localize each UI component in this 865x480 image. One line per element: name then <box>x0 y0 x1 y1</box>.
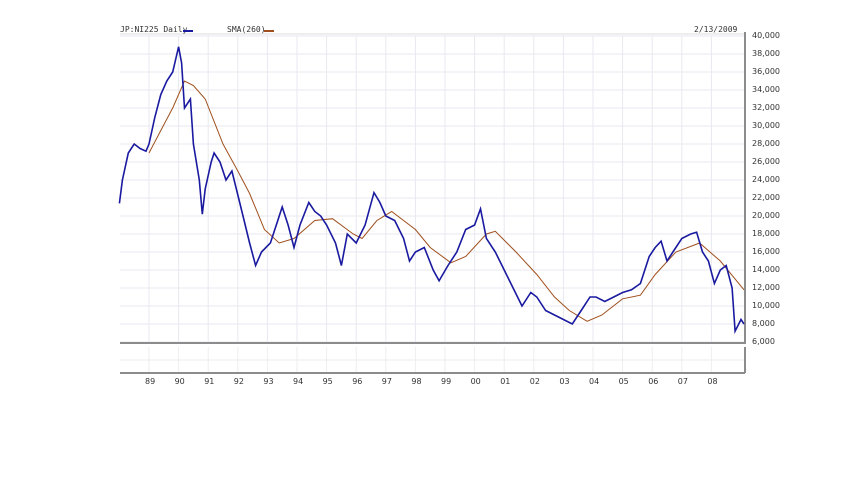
x-tick-label: 01 <box>500 377 511 386</box>
y-tick-label: 12,000 <box>752 283 780 292</box>
x-tick-label: 90 <box>174 377 185 386</box>
x-tick-label: 05 <box>618 377 629 386</box>
y-tick-label: 38,000 <box>752 49 780 58</box>
y-tick-label: 32,000 <box>752 103 780 112</box>
price-series-line <box>118 46 745 335</box>
grid-lines <box>120 35 744 373</box>
y-tick-label: 8,000 <box>752 319 775 328</box>
sma-label: SMA(260) <box>227 25 266 34</box>
x-tick-label: 89 <box>145 377 156 386</box>
sma-legend-swatch <box>264 30 274 32</box>
x-tick-label: 91 <box>204 377 215 386</box>
chart-frame <box>120 32 746 374</box>
y-tick-label: 14,000 <box>752 265 780 274</box>
x-tick-label: 04 <box>589 377 600 386</box>
x-tick-label: 92 <box>233 377 244 386</box>
x-tick-label: 93 <box>263 377 274 386</box>
price-legend-swatch <box>183 30 193 32</box>
x-tick-label: 96 <box>352 377 363 386</box>
y-tick-label: 30,000 <box>752 121 780 130</box>
y-tick-label: 18,000 <box>752 229 780 238</box>
x-tick-label: 98 <box>411 377 422 386</box>
y-tick-label: 10,000 <box>752 301 780 310</box>
x-tick-label: 99 <box>441 377 452 386</box>
x-tick-label: 07 <box>677 377 688 386</box>
sma-series-line <box>148 80 745 322</box>
x-tick-label: 08 <box>707 377 718 386</box>
x-tick-label: 95 <box>322 377 333 386</box>
y-tick-label: 40,000 <box>752 31 780 40</box>
date-label: 2/13/2009 <box>694 25 738 34</box>
x-tick-label: 06 <box>648 377 659 386</box>
y-tick-label: 28,000 <box>752 139 780 148</box>
x-tick-label: 02 <box>529 377 540 386</box>
y-tick-label: 22,000 <box>752 193 780 202</box>
x-tick-label: 00 <box>470 377 481 386</box>
y-tick-label: 26,000 <box>752 157 780 166</box>
y-tick-label: 20,000 <box>752 211 780 220</box>
y-tick-label: 24,000 <box>752 175 780 184</box>
x-tick-label: 94 <box>293 377 304 386</box>
y-tick-label: 6,000 <box>752 337 775 346</box>
y-tick-label: 34,000 <box>752 85 780 94</box>
y-tick-label: 16,000 <box>752 247 780 256</box>
symbol-label: JP:NI225 Daily <box>120 25 188 34</box>
y-tick-label: 36,000 <box>752 67 780 76</box>
x-tick-label: 03 <box>559 377 570 386</box>
x-tick-label: 97 <box>381 377 392 386</box>
